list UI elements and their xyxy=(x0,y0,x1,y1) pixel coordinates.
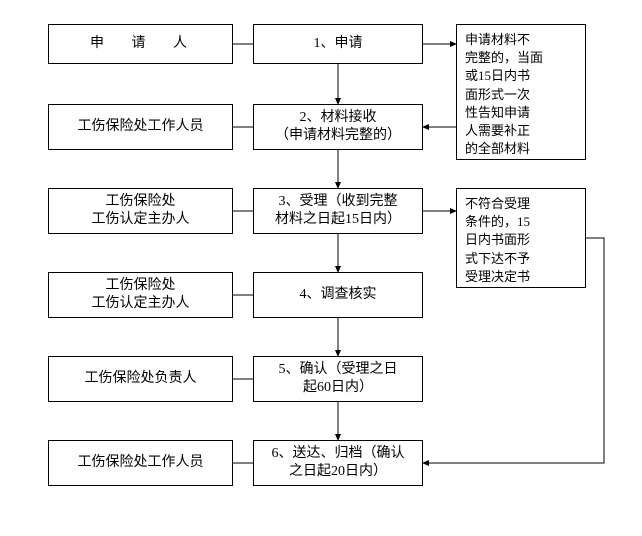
role-row-3-label: 工伤保险处 工伤认定主办人 xyxy=(92,277,190,313)
step-row-2-label: 3、受理（收到完整 材料之日起15日内） xyxy=(275,193,401,229)
role-row-1: 工伤保险处工作人员 xyxy=(48,104,233,150)
role-row-4-label: 工伤保险处负责人 xyxy=(85,370,197,388)
step-row-0-label: 1、申请 xyxy=(314,35,363,53)
step-row-2: 3、受理（收到完整 材料之日起15日内） xyxy=(253,188,423,234)
role-row-1-label: 工伤保险处工作人员 xyxy=(78,118,204,136)
step-row-5-label: 6、送达、归档（确认 之日起20日内） xyxy=(272,445,405,481)
step-row-0: 1、申请 xyxy=(253,24,423,64)
role-row-0-label: 申 请 人 xyxy=(90,35,199,53)
role-row-4: 工伤保险处负责人 xyxy=(48,356,233,402)
step-row-1: 2、材料接收 （申请材料完整的） xyxy=(253,104,423,150)
step-row-5: 6、送达、归档（确认 之日起20日内） xyxy=(253,440,423,486)
step-row-4: 5、确认（受理之日 起60日内） xyxy=(253,356,423,402)
role-row-2-label: 工伤保险处 工伤认定主办人 xyxy=(92,193,190,229)
role-row-3: 工伤保险处 工伤认定主办人 xyxy=(48,272,233,318)
step-row-4-label: 5、确认（受理之日 起60日内） xyxy=(279,361,398,397)
step-row-1-label: 2、材料接收 （申请材料完整的） xyxy=(275,109,401,145)
role-row-0: 申 请 人 xyxy=(48,24,233,64)
step-row-3: 4、调查核实 xyxy=(253,272,423,318)
side-0: 申请材料不 完整的，当面 或15日内书 面形式一次 性告知申请 人需要补正 的全… xyxy=(456,24,586,160)
side-0-label: 申请材料不 完整的，当面 或15日内书 面形式一次 性告知申请 人需要补正 的全… xyxy=(465,31,543,158)
role-row-2: 工伤保险处 工伤认定主办人 xyxy=(48,188,233,234)
role-row-5: 工伤保险处工作人员 xyxy=(48,440,233,486)
side-1-label: 不符合受理 条件的，15 日内书面形 式下达不予 受理决定书 xyxy=(465,195,530,286)
step-row-3-label: 4、调查核实 xyxy=(300,286,377,304)
role-row-5-label: 工伤保险处工作人员 xyxy=(78,454,204,472)
side-1: 不符合受理 条件的，15 日内书面形 式下达不予 受理决定书 xyxy=(456,188,586,288)
